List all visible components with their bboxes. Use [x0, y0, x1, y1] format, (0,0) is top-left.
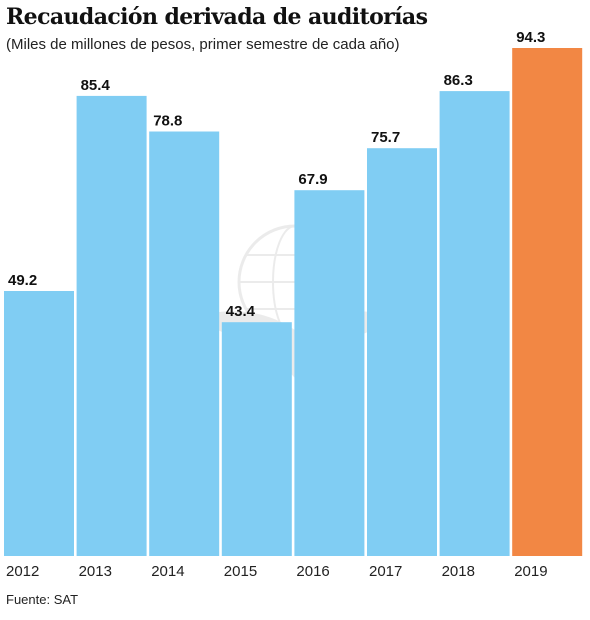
chart-title: Recaudación derivada de auditorías	[6, 4, 428, 30]
bar-2019	[512, 48, 583, 556]
bar-2016	[294, 190, 365, 556]
bar-2015	[221, 322, 292, 556]
value-label-2017: 75.7	[371, 129, 400, 146]
value-label-2014: 78.8	[153, 113, 182, 130]
value-label-2012: 49.2	[8, 272, 37, 289]
bar-2014	[149, 131, 220, 556]
bar-2013	[76, 95, 147, 557]
value-label-2018: 86.3	[444, 72, 473, 89]
x-tick-2015: 2015	[224, 563, 257, 580]
x-tick-2018: 2018	[442, 563, 475, 580]
bar-2012	[4, 291, 74, 556]
x-tick-2012: 2012	[6, 563, 39, 580]
x-tick-2016: 2016	[296, 563, 329, 580]
x-tick-2019: 2019	[514, 563, 547, 580]
value-label-2013: 85.4	[81, 77, 111, 94]
value-label-2019: 94.3	[516, 29, 545, 46]
chart-subtitle: (Miles de millones de pesos, primer seme…	[6, 36, 400, 53]
x-tick-2014: 2014	[151, 563, 184, 580]
x-tick-2017: 2017	[369, 563, 402, 580]
x-tick-2013: 2013	[79, 563, 112, 580]
bar-2018	[439, 91, 510, 556]
bar-2017	[367, 148, 437, 556]
value-label-2016: 67.9	[298, 171, 327, 188]
bar-chart: 49.2 85.4 78.8 43.4 67.9 75.7 86.3 94.3 2012 201…	[4, 29, 583, 580]
source-note: Fuente: SAT	[6, 592, 79, 607]
value-label-2015: 43.4	[226, 303, 256, 320]
